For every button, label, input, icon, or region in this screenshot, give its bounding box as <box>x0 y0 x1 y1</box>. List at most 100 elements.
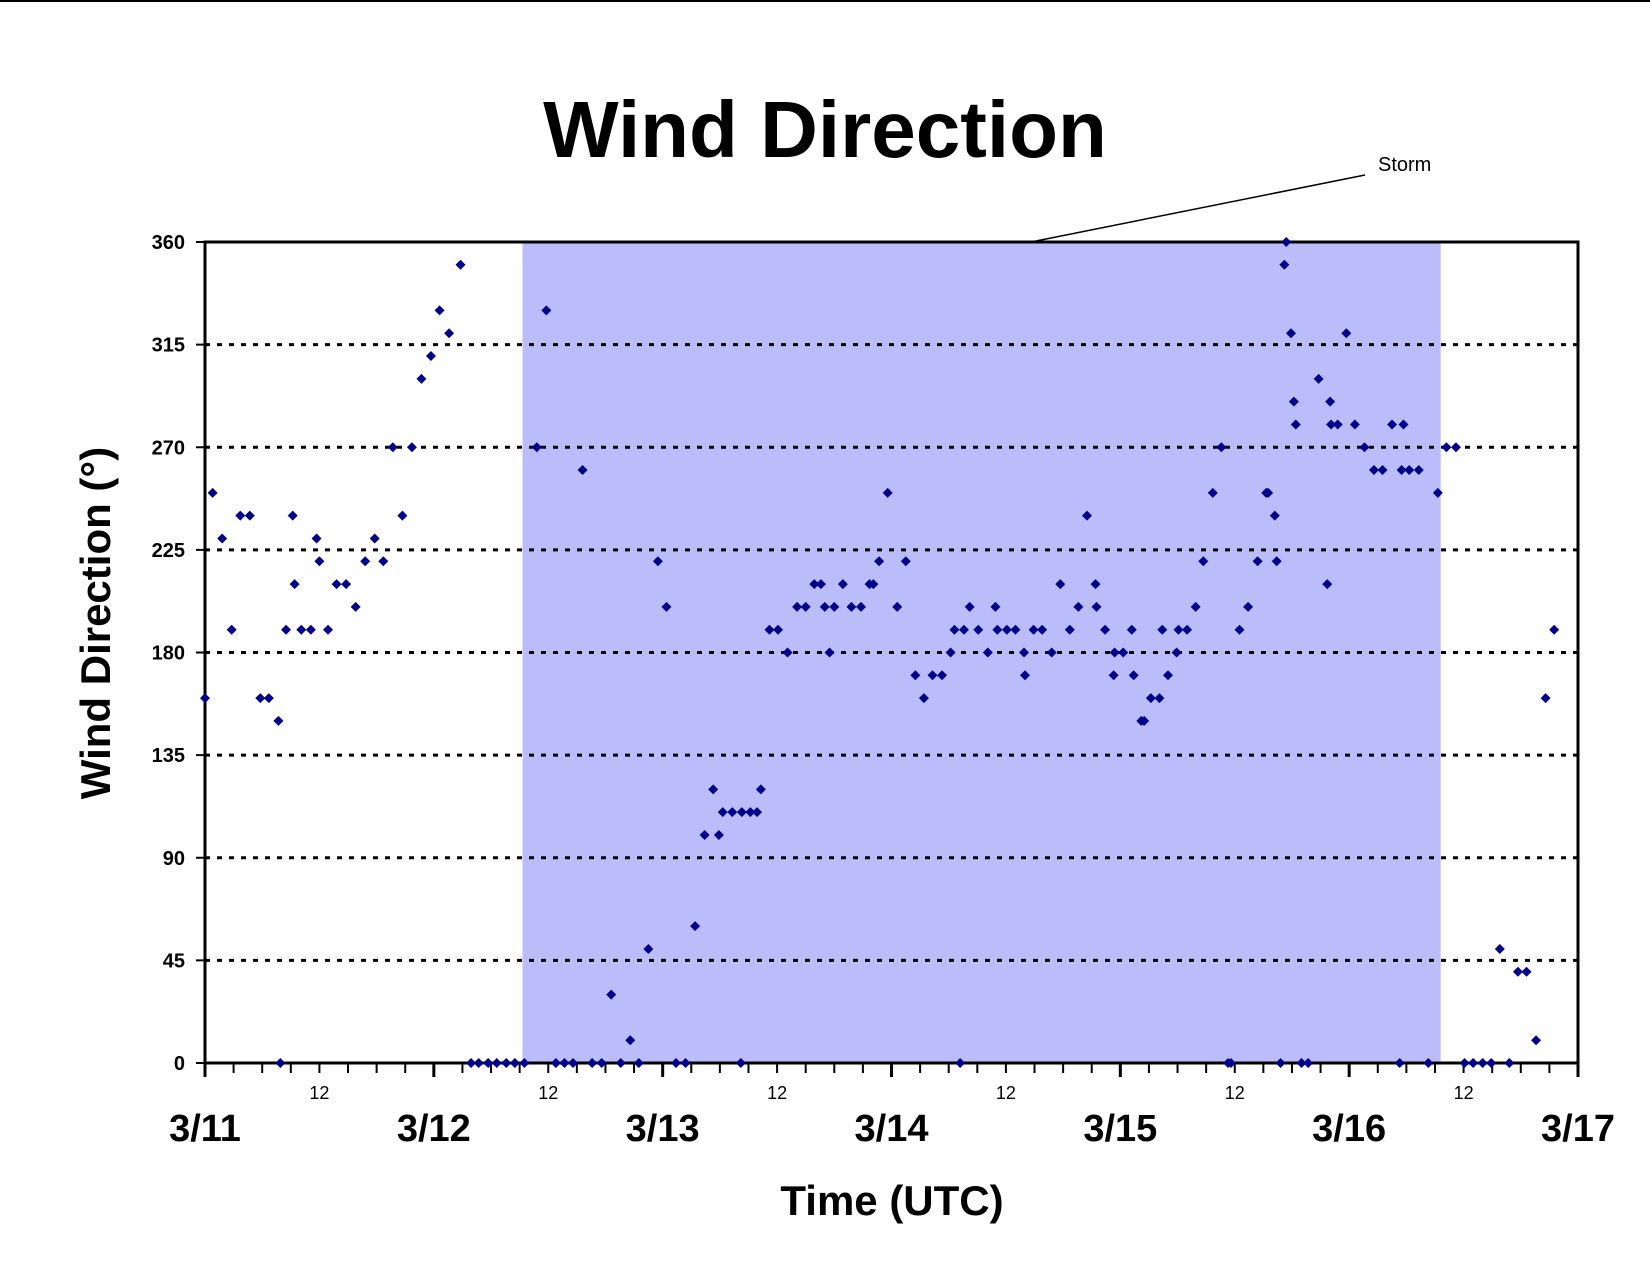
data-point <box>1477 1058 1488 1068</box>
data-point <box>455 259 466 270</box>
data-point <box>1198 556 1209 567</box>
data-point <box>519 1058 530 1068</box>
data-point <box>369 533 380 544</box>
data-point <box>809 579 820 590</box>
data-point <box>671 1058 682 1068</box>
data-point <box>1108 670 1119 681</box>
data-point <box>955 1058 966 1068</box>
data-point <box>1275 1058 1286 1068</box>
data-point <box>964 601 975 612</box>
data-point <box>846 601 857 612</box>
data-point <box>1450 442 1461 453</box>
data-point <box>1126 624 1137 635</box>
data-point <box>1139 715 1150 726</box>
y-axis-label: Wind Direction (°) <box>72 447 119 799</box>
data-point <box>736 807 747 818</box>
x-tick-label-12: 12 <box>996 1083 1016 1103</box>
data-point <box>217 533 228 544</box>
data-point <box>992 624 1003 635</box>
data-point <box>378 556 389 567</box>
data-point <box>1182 624 1193 635</box>
data-point <box>397 510 408 521</box>
data-point <box>829 601 840 612</box>
data-point <box>1404 465 1415 476</box>
data-point <box>1387 419 1398 430</box>
data-point <box>1423 1058 1434 1068</box>
data-point <box>1010 624 1021 635</box>
data-point <box>531 442 542 453</box>
data-point <box>1157 624 1168 635</box>
y-tick-label: 225 <box>152 540 185 562</box>
data-point <box>800 601 811 612</box>
data-point <box>874 556 885 567</box>
top-border-line <box>0 0 1650 2</box>
data-point <box>1145 693 1156 704</box>
data-point <box>1359 442 1370 453</box>
data-point <box>596 1058 607 1068</box>
data-point <box>1396 465 1407 476</box>
data-point <box>1190 601 1201 612</box>
data-point <box>1286 328 1297 339</box>
data-point <box>1207 487 1218 498</box>
data-point <box>782 647 793 658</box>
data-point <box>1313 373 1324 384</box>
data-point <box>892 601 903 612</box>
data-point <box>837 579 848 590</box>
data-point <box>226 624 237 635</box>
y-tick-label: 270 <box>152 437 185 459</box>
data-point <box>1109 647 1120 658</box>
x-date-label: 3/14 <box>855 1108 929 1150</box>
y-tick-label: 135 <box>152 745 185 767</box>
x-date-label: 3/12 <box>397 1108 471 1150</box>
data-point <box>1252 556 1263 567</box>
storm-annotation-line <box>1030 174 1366 243</box>
data-point <box>235 510 246 521</box>
data-point <box>643 943 654 954</box>
x-date-label: 3/11 <box>169 1108 241 1150</box>
data-point <box>406 442 417 453</box>
data-point <box>855 601 866 612</box>
data-point <box>1303 1058 1314 1068</box>
data-point <box>1081 510 1092 521</box>
x-date-label: 3/17 <box>1541 1108 1615 1150</box>
data-point <box>1263 487 1274 498</box>
data-point <box>387 442 398 453</box>
data-point <box>1128 670 1139 681</box>
data-point <box>1073 601 1084 612</box>
data-point <box>425 351 436 362</box>
data-point <box>255 693 266 704</box>
data-point <box>314 556 325 567</box>
data-point <box>1341 328 1352 339</box>
data-point <box>1398 419 1409 430</box>
data-point <box>819 601 830 612</box>
data-point <box>606 989 617 1000</box>
data-point <box>633 1058 644 1068</box>
x-tick-labels: 12 12 12 12 12 12 3/11 3/12 3/13 3/14 3/15 3/16 3/17 <box>169 1083 1615 1150</box>
data-point <box>483 1058 494 1068</box>
data-point <box>1432 487 1443 498</box>
data-point <box>1296 1058 1307 1068</box>
data-point <box>360 556 371 567</box>
data-point <box>713 829 724 840</box>
y-tick-label: 360 <box>152 232 185 254</box>
data-point <box>466 1058 477 1068</box>
data-point <box>927 670 938 681</box>
x-axis-label: Time (UTC) <box>780 1177 1003 1224</box>
data-point <box>1494 943 1505 954</box>
data-point <box>1154 693 1165 704</box>
data-point <box>717 807 728 818</box>
data-point <box>699 829 710 840</box>
data-point <box>1326 419 1337 430</box>
data-point <box>745 807 756 818</box>
data-point <box>331 579 342 590</box>
data-point <box>273 715 284 726</box>
data-point <box>207 487 218 498</box>
data-point <box>1279 259 1290 270</box>
x-tick-label-12: 12 <box>1225 1083 1245 1103</box>
y-tick-label: 45 <box>163 950 185 972</box>
storm-band <box>522 242 1441 1063</box>
data-point <box>615 1058 626 1068</box>
data-point <box>815 579 826 590</box>
data-point <box>900 556 911 567</box>
